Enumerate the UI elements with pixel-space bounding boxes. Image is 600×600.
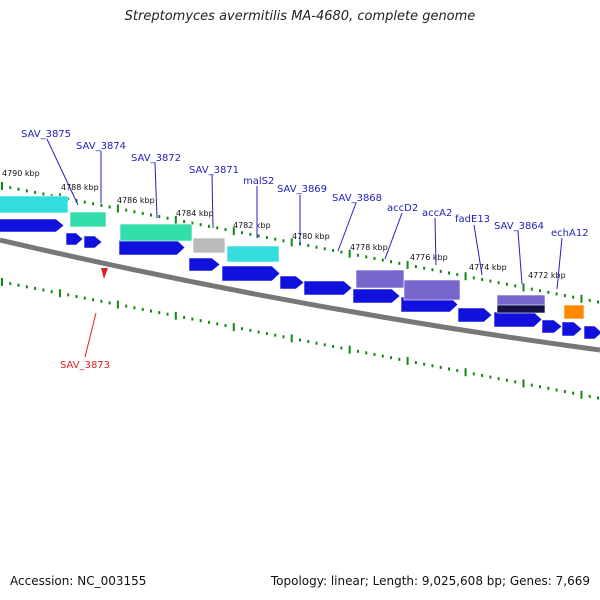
gene-label: accD2 [387,203,418,214]
gene-feature-cyan [226,245,280,263]
gene-label: SAV_3873 [60,360,110,371]
gene-arrow [279,275,305,290]
gene-arrow [83,235,103,249]
gene-label: SAV_3869 [277,184,327,195]
gene-label: malS2 [243,176,274,187]
gene-feature-teal [119,223,193,242]
gene-arrow [561,321,583,337]
gene-label: fadE13 [455,214,490,225]
scale-label: 4784 kbp [176,209,214,218]
gene-label: SAV_3868 [332,193,382,204]
label-leader-line [84,312,97,358]
gene-feature-cyan [0,195,69,214]
gene-label: SAV_3874 [76,141,126,152]
scale-label: 4788 kbp [61,183,99,192]
label-leader-line [434,217,437,266]
gene-features [0,195,600,340]
genome-summary-text: Topology: linear; Length: 9,025,608 bp; … [270,574,590,588]
gene-arrow [457,307,493,323]
gene-feature-purple [496,294,546,307]
scale-label: 4786 kbp [117,196,155,205]
scale-label: 4782 kbp [233,221,271,230]
gene-arrow [188,257,221,272]
label-leader-line [211,174,214,229]
gene-arrow [541,319,563,334]
gene-labels: SAV_3875SAV_3874SAV_3872SAV_3871malS2SAV… [21,129,589,371]
scale-label: 4780 kbp [292,232,330,241]
label-leader-line [473,224,483,276]
gene-label: SAV_3864 [494,221,544,232]
label-leader-line [556,237,563,290]
gene-label: SAV_3872 [131,153,181,164]
gene-arrow [221,265,281,282]
scale-label: 4778 kbp [350,243,388,252]
gene-arrow [352,288,401,304]
gene-feature-purple [355,269,405,289]
scale-label: 4776 kbp [410,253,448,262]
scale-label: 4774 kbp [469,263,507,272]
gene-feature-navy [496,304,546,314]
gene-label: accA2 [422,208,452,219]
gene-arrow [303,280,353,296]
scale-label: 4772 kbp [528,271,566,280]
gene-label: SAV_3875 [21,129,71,140]
gene-feature-purple [403,279,461,301]
gene-label: SAV_3871 [189,165,239,176]
gene-arrow [583,325,600,340]
genome-backbone [0,237,600,353]
scale-labels: 4790 kbp 4788 kbp 4786 kbp 4784 kbp 4782 kbp… [2,169,566,280]
gene-label: echA12 [551,228,589,239]
map-title: Streptomyces avermitilis MA-4680, comple… [124,9,476,24]
label-leader-line [46,138,79,206]
gene-arrow [118,239,186,256]
label-leader-line [384,212,403,260]
accession-text: Accession: NC_003155 [10,574,147,588]
gene-feature-teal [69,211,107,228]
gene-feature-gray [192,237,226,254]
gene-arrow [65,232,84,246]
scale-label: 4790 kbp [2,169,40,178]
gene-arrow [493,311,543,328]
label-leader-line [154,162,158,219]
label-leader-line [517,230,523,285]
label-leaders [46,138,563,358]
tick-marks [1,182,599,400]
gene-arrow [0,218,65,233]
gene-feature-orange [563,304,585,320]
sav3873-marker-icon [101,268,108,279]
label-leader-line [337,202,357,252]
